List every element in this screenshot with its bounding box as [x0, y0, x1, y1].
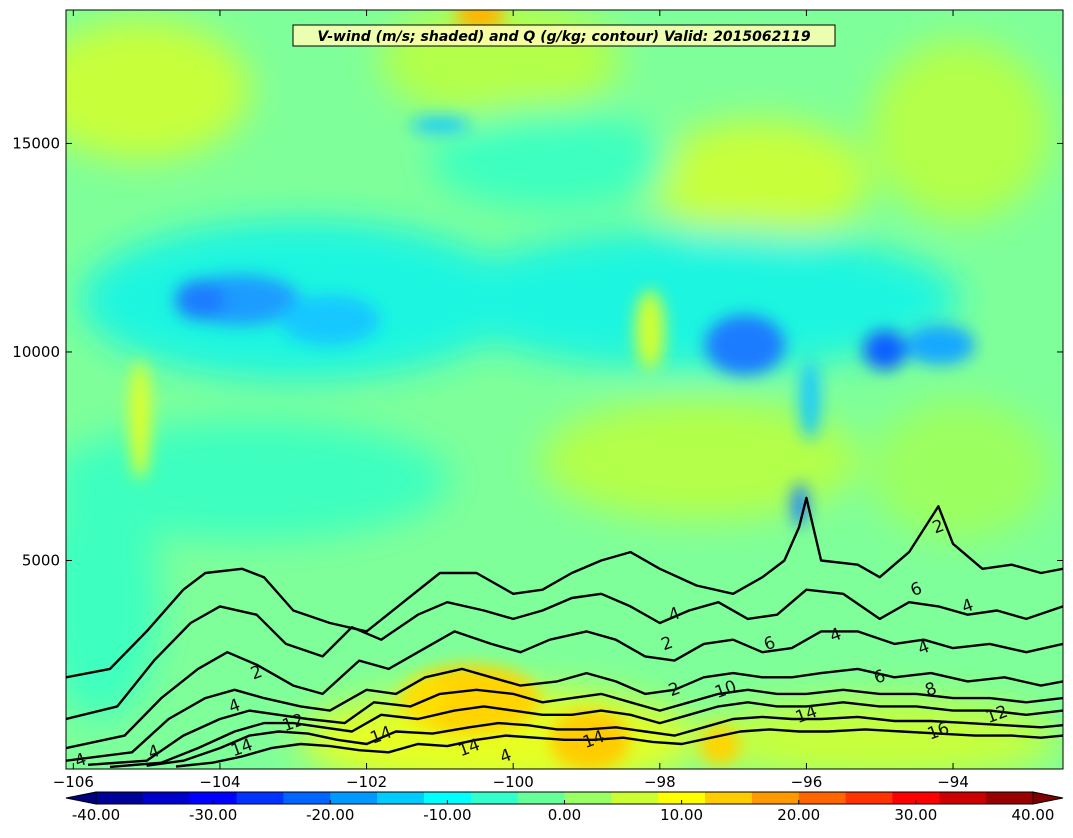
colorbar-cell	[517, 792, 566, 804]
colorbar-cell	[658, 792, 706, 804]
y-tick-label: 15000	[12, 134, 60, 152]
colorbar-cell	[798, 792, 847, 804]
y-axis: 5000 10000 15000	[12, 134, 1063, 569]
colorbar-cell	[330, 792, 378, 804]
colorbar-cell	[611, 792, 659, 804]
x-tick-label: −100	[493, 773, 534, 791]
contour-q-6	[66, 630, 1063, 750]
colorbar-cell	[423, 792, 472, 804]
y-tick-label: 10000	[12, 343, 60, 361]
colorbar-cell	[189, 792, 238, 804]
contour-q-2	[66, 496, 1063, 679]
colorbar-tick-label: 40.00	[1012, 806, 1055, 824]
title-box: V-wind (m/s; shaded) and Q (g/kg; contou…	[292, 24, 836, 47]
colorbar-extend-low	[65, 791, 97, 805]
contour-lines	[66, 496, 1063, 769]
x-tick-label: −102	[346, 773, 387, 791]
colorbar-cell	[564, 792, 612, 804]
colorbar-tick-label: -20.00	[306, 806, 354, 824]
contour-q-14	[146, 715, 1063, 767]
colorbar-cell	[142, 792, 191, 804]
colorbar-cell	[470, 792, 519, 804]
field-blobs-detail	[130, 10, 975, 769]
colorbar-extend-high	[1032, 791, 1064, 805]
colorbar: -40.00 -30.00 -20.00 -10.00 0.00 10.00 20.00 30…	[65, 791, 1064, 824]
colorbar-tick-label: 30.00	[894, 806, 937, 824]
contour-q-10	[87, 688, 1063, 766]
colorbar-cell	[892, 792, 940, 804]
x-tick-label: −98	[644, 773, 676, 791]
x-tick-label: −106	[53, 773, 94, 791]
colorbar-cell	[283, 792, 331, 804]
x-tick-label: −94	[937, 773, 969, 791]
colorbar-ticks: -40.00 -30.00 -20.00 -10.00 0.00 10.00 20.00 30…	[72, 800, 1055, 824]
colorbar-tick-label: 10.00	[660, 806, 703, 824]
y-tick-label: 5000	[22, 551, 60, 569]
x-tick-label: −96	[791, 773, 823, 791]
colorbar-cell	[986, 792, 1034, 804]
chart-title: V-wind (m/s; shaded) and Q (g/kg; contou…	[317, 29, 810, 45]
colorbar-cell	[939, 792, 987, 804]
colorbar-tick-label: -40.00	[72, 806, 120, 824]
contour-q-12	[109, 701, 1063, 769]
shaded-field	[66, 10, 1063, 769]
colorbar-tick-label: -10.00	[423, 806, 471, 824]
colorbar-cell	[705, 792, 753, 804]
colorbar-cells	[96, 792, 1034, 804]
colorbar-cell	[96, 792, 144, 804]
colorbar-tick-label: -30.00	[189, 806, 237, 824]
x-tick-label: −104	[199, 773, 240, 791]
colorbar-tick-label: 0.00	[548, 806, 581, 824]
contour-q-16	[175, 728, 1063, 768]
contour-q-8	[66, 667, 1063, 762]
plot-frame	[65, 9, 1064, 770]
contour-q-4	[66, 588, 1063, 721]
colorbar-cell	[236, 792, 284, 804]
x-axis: −106 −104 −102 −100 −98 −96 −94	[53, 10, 969, 791]
colorbar-cell	[845, 792, 894, 804]
colorbar-tick-label: 20.00	[777, 806, 820, 824]
colorbar-cell	[377, 792, 425, 804]
colorbar-cell	[751, 792, 800, 804]
title-box-frame	[292, 24, 836, 47]
